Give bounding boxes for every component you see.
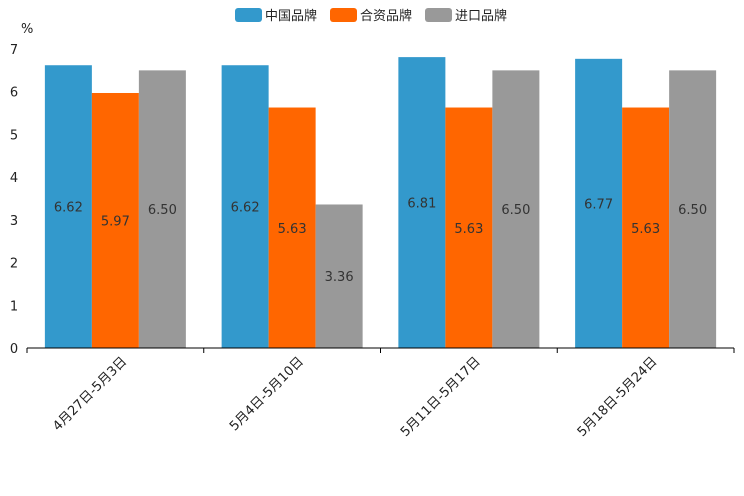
legend-label: 合资品牌: [360, 8, 412, 24]
bar: [398, 57, 446, 348]
bar: [91, 92, 139, 348]
bar-value-label: 6.81: [407, 197, 436, 212]
y-tick-label: 7: [10, 43, 18, 58]
bar: [622, 107, 670, 348]
y-tick-label: 3: [10, 214, 18, 229]
bar-value-label: 6.62: [54, 201, 83, 216]
bar: [268, 107, 316, 348]
bar-value-label: 5.97: [101, 214, 130, 229]
y-tick-label: 1: [10, 299, 18, 314]
bar-value-label: 3.36: [325, 270, 354, 285]
x-category-label: 5月18日-5月24日: [575, 354, 661, 440]
x-category-label: 5月11日-5月17日: [398, 354, 484, 440]
legend: 中国品牌 合资品牌 进口品牌: [235, 8, 507, 24]
legend-swatch: [425, 8, 452, 22]
y-tick-label: 4: [10, 171, 18, 186]
legend-swatch: [235, 8, 262, 22]
y-tick-label: 6: [10, 86, 18, 101]
bar-value-label: 6.50: [148, 203, 177, 218]
bar: [575, 58, 623, 349]
y-tick-label: 0: [10, 342, 18, 357]
bar-value-label: 5.63: [454, 222, 483, 237]
bar: [44, 65, 92, 348]
y-axis: 0 1 2 3 4 5 6 7: [10, 43, 18, 357]
bar-value-label: 6.50: [678, 203, 707, 218]
bar-value-label: 5.63: [278, 222, 307, 237]
bar: [138, 70, 186, 348]
legend-label: 进口品牌: [455, 8, 507, 24]
x-category-label: 4月27日-5月3日: [50, 354, 130, 434]
y-axis-unit-label: %: [21, 22, 33, 37]
legend-swatch: [330, 8, 357, 22]
x-category-label: 5月4日-5月10日: [227, 354, 307, 434]
bar-value-label: 6.50: [501, 203, 530, 218]
bar: [221, 65, 269, 348]
bar-value-label: 6.62: [231, 201, 260, 216]
bar: [445, 107, 493, 348]
legend-label: 中国品牌: [265, 8, 317, 24]
bar-value-label: 6.77: [584, 197, 613, 212]
y-tick-label: 5: [10, 128, 18, 143]
x-axis: 4月27日-5月3日 5月4日-5月10日 5月11日-5月17日 5月18日-5月2…: [26, 347, 735, 440]
bars: 6.62 5.97 6.50 6.62 5.63 3.36 6.81 5.63 6.50 6.77…: [44, 57, 717, 349]
bar-value-label: 5.63: [631, 222, 660, 237]
y-tick-label: 2: [10, 257, 18, 272]
bar: [669, 70, 717, 348]
bar: [492, 70, 540, 348]
bar: [315, 204, 363, 348]
